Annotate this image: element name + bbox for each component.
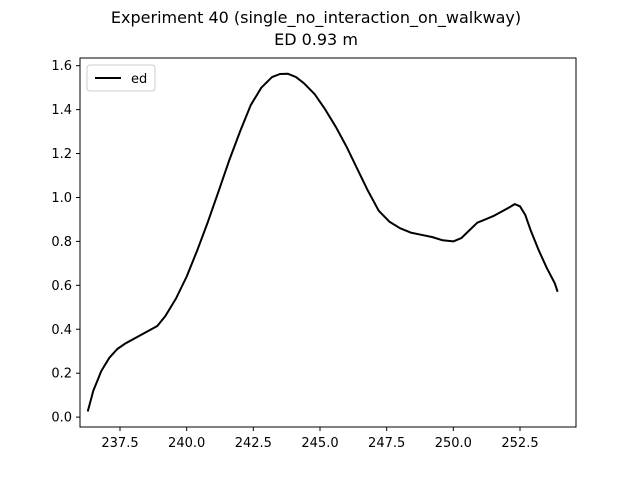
legend-label: ed <box>131 72 147 87</box>
x-tick-label: 245.0 <box>301 436 338 451</box>
x-tick-label: 242.5 <box>235 436 272 451</box>
series-layer <box>86 72 559 412</box>
legend: ed <box>86 64 156 92</box>
chart-title: Experiment 40 (single_no_interaction_on_… <box>111 8 521 28</box>
x-axis: 237.5 240.0 242.5 245.0 247.5 250.0 252.5 <box>101 427 539 451</box>
y-tick-label: 1.2 <box>51 147 72 162</box>
y-tick-label: 0.8 <box>51 235 72 250</box>
y-tick-label: 1.4 <box>51 103 72 118</box>
y-tick-label: 0.4 <box>51 323 72 338</box>
plot-area <box>79 57 577 428</box>
y-tick-label: 0.0 <box>51 411 72 426</box>
y-axis: 0.0 0.2 0.4 0.6 0.8 1.0 1.2 1.4 1.6 <box>51 59 80 426</box>
x-tick-label: 252.5 <box>501 436 538 451</box>
y-tick-label: 1.6 <box>51 59 72 74</box>
chart-subtitle: ED 0.93 m <box>274 30 358 49</box>
x-tick-label: 240.0 <box>168 436 205 451</box>
x-tick-label: 247.5 <box>368 436 405 451</box>
x-tick-label: 237.5 <box>101 436 138 451</box>
y-tick-label: 0.2 <box>51 367 72 382</box>
y-tick-label: 0.6 <box>51 279 72 294</box>
y-tick-label: 1.0 <box>51 191 72 206</box>
series-line-ed <box>86 72 559 412</box>
x-tick-label: 250.0 <box>435 436 472 451</box>
